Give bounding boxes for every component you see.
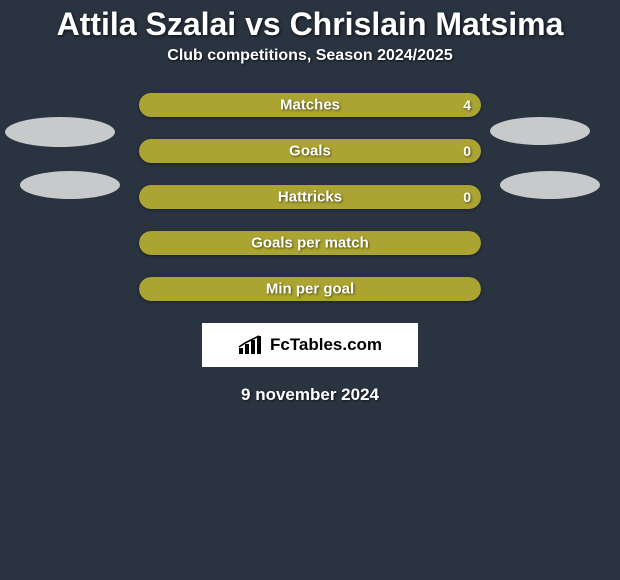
chart-bars-icon bbox=[238, 334, 266, 356]
stat-bar-matches: Matches4 bbox=[139, 93, 481, 117]
stat-bar-fill-a bbox=[139, 231, 481, 255]
stat-bar-hattricks: Hattricks0 bbox=[139, 185, 481, 209]
stat-bar-value-b: 4 bbox=[463, 97, 471, 113]
stat-bar-min-per-goal: Min per goal bbox=[139, 277, 481, 301]
player-placeholder-2 bbox=[490, 117, 590, 145]
player-placeholder-0 bbox=[5, 117, 115, 147]
brand-watermark: FcTables.com bbox=[202, 323, 418, 367]
comparison-body: Matches4 Goals0 Hattricks0 Goals per match M… bbox=[0, 93, 620, 405]
stat-bar-fill-a bbox=[139, 93, 310, 117]
stat-bar-fill-a bbox=[139, 185, 481, 209]
stat-bar-fill-a bbox=[139, 139, 481, 163]
player-placeholder-1 bbox=[20, 171, 120, 199]
comparison-title: Attila Szalai vs Chrislain Matsima bbox=[0, 0, 620, 47]
stat-bar-goals: Goals0 bbox=[139, 139, 481, 163]
stat-bar-value-b: 0 bbox=[463, 189, 471, 205]
snapshot-date: 9 november 2024 bbox=[0, 385, 620, 405]
stat-bar-fill-a bbox=[139, 277, 481, 301]
stat-bar-value-b: 0 bbox=[463, 143, 471, 159]
player-placeholder-3 bbox=[500, 171, 600, 199]
comparison-subtitle: Club competitions, Season 2024/2025 bbox=[0, 47, 620, 65]
brand-label: FcTables.com bbox=[270, 335, 382, 355]
stat-bar-goals-per-match: Goals per match bbox=[139, 231, 481, 255]
